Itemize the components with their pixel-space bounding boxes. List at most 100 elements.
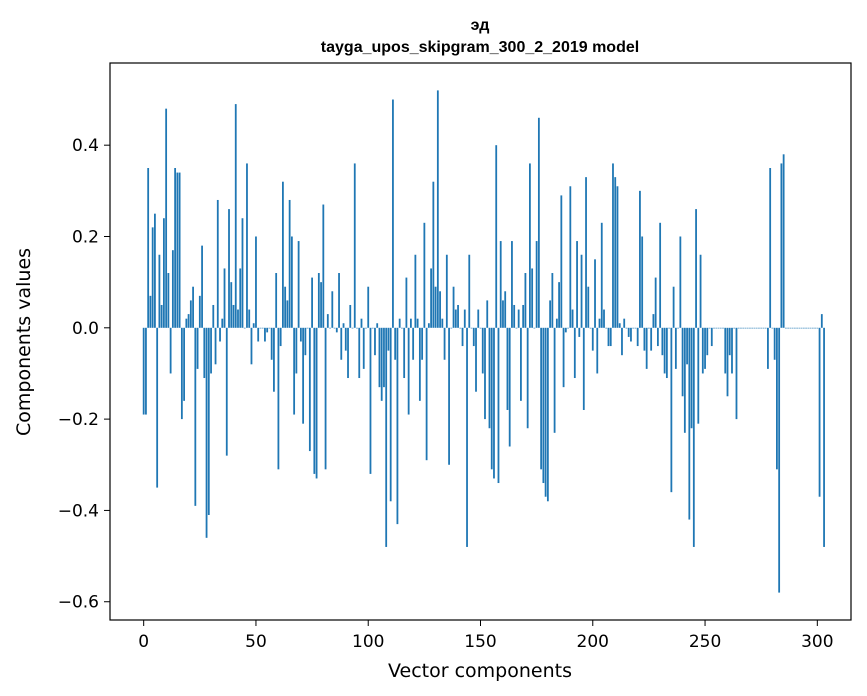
bar: [542, 327, 545, 484]
bar: [230, 282, 233, 328]
bar: [486, 300, 489, 328]
bar: [715, 327, 718, 329]
bar: [778, 327, 781, 593]
bar: [717, 327, 720, 329]
bar: [630, 327, 632, 342]
bar: [331, 291, 334, 328]
bar: [497, 327, 500, 484]
y-axis-label: Components values: [13, 248, 35, 436]
bar: [780, 163, 783, 328]
bar: [571, 309, 574, 328]
bar: [246, 163, 248, 328]
bar: [194, 327, 197, 506]
bar: [434, 286, 437, 328]
bar: [755, 327, 758, 329]
bar: [151, 227, 154, 328]
bar: [154, 213, 156, 328]
bar: [742, 327, 745, 329]
bar: [241, 218, 244, 328]
bar: [726, 327, 729, 397]
bar: [645, 327, 648, 369]
bar: [232, 304, 235, 328]
bar: [722, 327, 724, 329]
bar: [425, 327, 428, 461]
bar: [228, 209, 230, 328]
bar: [567, 327, 569, 329]
x-tick-label: 0: [138, 632, 149, 652]
bar: [176, 172, 179, 328]
bar: [279, 327, 282, 347]
bar: [506, 327, 509, 410]
bar: [598, 318, 601, 328]
bar: [356, 327, 358, 329]
y-tick-label: 0.4: [72, 136, 99, 156]
bar: [392, 99, 394, 328]
bar: [612, 163, 614, 328]
bar: [531, 268, 534, 328]
bar: [724, 327, 727, 374]
bar: [706, 327, 709, 356]
bar: [740, 327, 742, 329]
bar: [690, 327, 693, 429]
bar: [513, 304, 516, 328]
bar: [324, 327, 327, 470]
bar: [349, 304, 352, 328]
bar: [414, 254, 417, 328]
bar: [306, 327, 309, 329]
bar: [616, 186, 619, 328]
bar: [603, 309, 605, 328]
bar: [809, 327, 812, 329]
bar: [751, 327, 754, 329]
bar: [704, 327, 706, 369]
bar: [284, 286, 287, 328]
bar: [578, 327, 581, 337]
bar: [221, 318, 224, 328]
bar: [333, 327, 336, 329]
bar: [625, 327, 628, 329]
bar: [313, 327, 316, 474]
bar: [710, 327, 713, 347]
bar: [320, 282, 322, 328]
bar: [697, 327, 700, 424]
bar: [746, 327, 749, 329]
bar: [365, 327, 367, 329]
bar: [515, 327, 518, 329]
bar: [526, 327, 529, 429]
bar: [223, 268, 226, 328]
bar: [767, 327, 769, 369]
bar: [683, 327, 686, 433]
bar: [171, 250, 174, 328]
bar: [432, 181, 435, 328]
bar: [270, 327, 273, 360]
bar: [502, 300, 504, 328]
bar: [627, 327, 630, 337]
bar: [441, 318, 444, 328]
bar: [540, 327, 543, 470]
bar: [823, 327, 825, 547]
bar: [769, 168, 772, 328]
bar: [520, 327, 522, 401]
bar: [243, 327, 246, 329]
bar: [796, 327, 799, 329]
bar: [674, 327, 677, 369]
bar: [621, 327, 623, 356]
bar: [537, 117, 540, 328]
bar: [192, 286, 194, 328]
bar: [147, 168, 150, 328]
bar: [266, 327, 269, 333]
bar: [776, 327, 778, 470]
bar: [564, 327, 567, 333]
bar: [156, 327, 159, 488]
bar: [385, 327, 388, 547]
bar: [499, 241, 502, 328]
bar: [149, 295, 152, 328]
x-tick-label: 300: [801, 632, 833, 652]
bar: [189, 300, 192, 328]
bar: [582, 327, 585, 410]
bar: [784, 327, 787, 329]
bar: [358, 327, 361, 379]
bar: [374, 327, 376, 356]
bar: [609, 327, 612, 347]
bar: [692, 327, 695, 547]
x-tick-label: 250: [689, 632, 721, 652]
